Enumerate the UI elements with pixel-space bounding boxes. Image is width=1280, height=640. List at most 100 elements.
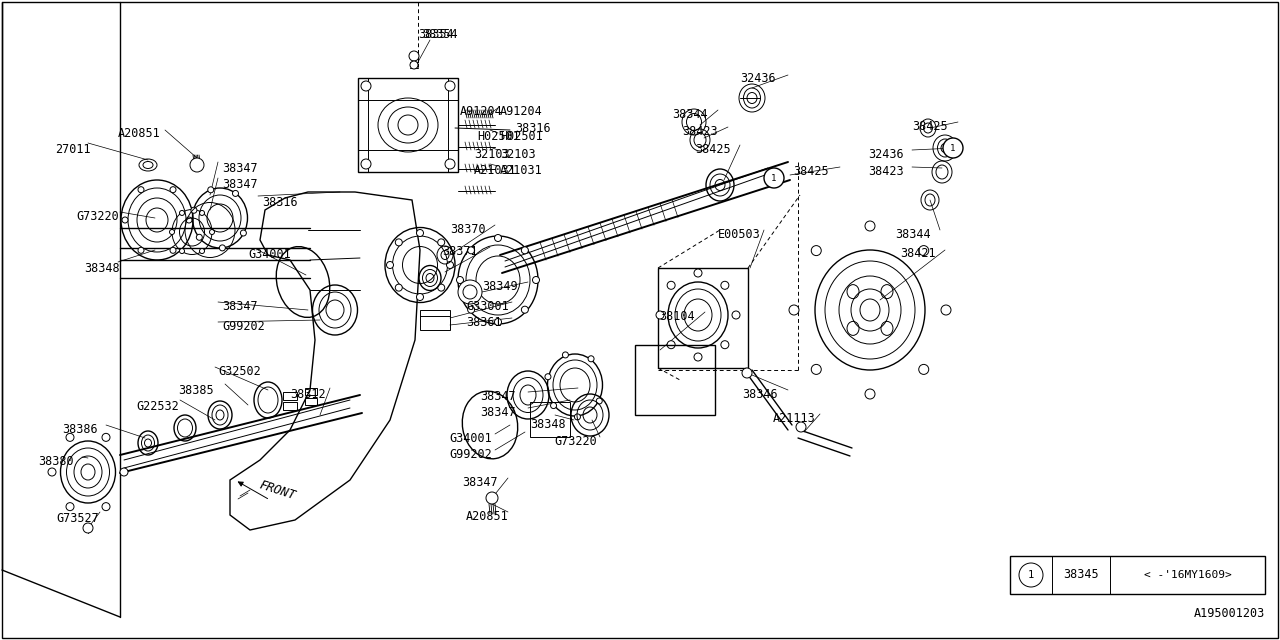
- Circle shape: [657, 311, 664, 319]
- Text: 38346: 38346: [742, 388, 778, 401]
- Circle shape: [588, 356, 594, 362]
- Text: 38316: 38316: [262, 196, 298, 209]
- Text: G33001: G33001: [466, 300, 508, 313]
- Bar: [420, 310, 451, 330]
- Circle shape: [521, 306, 529, 313]
- Text: 32436: 32436: [740, 72, 776, 85]
- Bar: [530, 402, 570, 437]
- Circle shape: [788, 305, 799, 315]
- Circle shape: [732, 311, 740, 319]
- Circle shape: [457, 276, 463, 284]
- Text: G32502: G32502: [218, 365, 261, 378]
- Text: 38380: 38380: [38, 455, 74, 468]
- Circle shape: [416, 230, 424, 237]
- Text: 32103: 32103: [474, 148, 509, 161]
- Text: 38385: 38385: [178, 384, 214, 397]
- Text: 38421: 38421: [900, 247, 936, 260]
- Text: 38312: 38312: [291, 388, 325, 401]
- Circle shape: [667, 282, 675, 289]
- Circle shape: [941, 305, 951, 315]
- Circle shape: [49, 468, 56, 476]
- Text: G73527: G73527: [56, 512, 99, 525]
- Text: 38354: 38354: [422, 28, 458, 41]
- Circle shape: [494, 319, 502, 326]
- Text: 38347: 38347: [462, 476, 498, 489]
- Text: G34001: G34001: [449, 432, 492, 445]
- Text: G99202: G99202: [449, 448, 492, 461]
- Circle shape: [742, 368, 753, 378]
- Circle shape: [919, 246, 929, 255]
- Text: 1: 1: [1028, 570, 1034, 580]
- Circle shape: [138, 247, 143, 253]
- Circle shape: [102, 502, 110, 511]
- Text: 38316: 38316: [515, 122, 550, 135]
- Text: 38347: 38347: [480, 406, 516, 419]
- Circle shape: [416, 294, 424, 301]
- Circle shape: [667, 340, 675, 349]
- Circle shape: [179, 211, 184, 216]
- Text: 38344: 38344: [895, 228, 931, 241]
- Circle shape: [812, 246, 822, 255]
- Circle shape: [196, 234, 202, 240]
- Bar: [1010, 556, 1265, 594]
- Circle shape: [67, 433, 74, 442]
- Circle shape: [694, 353, 701, 361]
- Circle shape: [241, 230, 246, 236]
- Circle shape: [438, 239, 444, 246]
- Text: 38104: 38104: [659, 310, 695, 323]
- Text: 38349: 38349: [483, 280, 517, 293]
- Bar: [283, 392, 297, 400]
- Circle shape: [398, 115, 419, 135]
- Circle shape: [458, 280, 483, 304]
- Circle shape: [387, 262, 393, 269]
- Text: 38347: 38347: [221, 178, 257, 191]
- Circle shape: [186, 217, 192, 223]
- Circle shape: [138, 187, 143, 193]
- Text: FRONT: FRONT: [259, 478, 298, 502]
- Text: A91204: A91204: [500, 105, 543, 118]
- Text: 38361: 38361: [466, 316, 502, 329]
- Circle shape: [410, 51, 419, 61]
- Text: A195001203: A195001203: [1194, 607, 1265, 620]
- Text: 1: 1: [772, 173, 777, 182]
- Text: < -'16MY1609>: < -'16MY1609>: [1144, 570, 1231, 580]
- Circle shape: [170, 187, 177, 193]
- Text: 38425: 38425: [794, 165, 828, 178]
- Text: 38371: 38371: [442, 245, 477, 258]
- Circle shape: [122, 217, 128, 223]
- Circle shape: [812, 364, 822, 374]
- Circle shape: [463, 285, 477, 299]
- Circle shape: [210, 230, 215, 234]
- Text: G22532: G22532: [136, 400, 179, 413]
- Circle shape: [189, 158, 204, 172]
- Text: 38344: 38344: [672, 108, 708, 121]
- Circle shape: [200, 211, 205, 216]
- Text: 32103: 32103: [500, 148, 535, 161]
- Circle shape: [396, 284, 402, 291]
- Circle shape: [467, 247, 475, 254]
- Circle shape: [200, 248, 205, 253]
- Circle shape: [550, 403, 557, 408]
- Circle shape: [179, 248, 184, 253]
- Circle shape: [694, 269, 701, 277]
- Bar: [305, 398, 317, 405]
- Text: E00503: E00503: [718, 228, 760, 241]
- Circle shape: [865, 221, 876, 231]
- Circle shape: [445, 81, 454, 91]
- Text: 38348: 38348: [84, 262, 119, 275]
- Circle shape: [494, 234, 502, 241]
- Text: 38423: 38423: [868, 165, 904, 178]
- Text: 38425: 38425: [695, 143, 731, 156]
- Circle shape: [467, 306, 475, 313]
- Circle shape: [486, 492, 498, 504]
- Text: H02501: H02501: [477, 130, 520, 143]
- Circle shape: [233, 191, 238, 196]
- Text: G73220: G73220: [554, 435, 596, 448]
- Circle shape: [191, 207, 197, 213]
- Circle shape: [169, 230, 174, 234]
- Circle shape: [521, 247, 529, 254]
- Text: 38423: 38423: [682, 125, 718, 138]
- Circle shape: [764, 168, 783, 188]
- Text: G99202: G99202: [221, 320, 265, 333]
- Circle shape: [83, 523, 93, 533]
